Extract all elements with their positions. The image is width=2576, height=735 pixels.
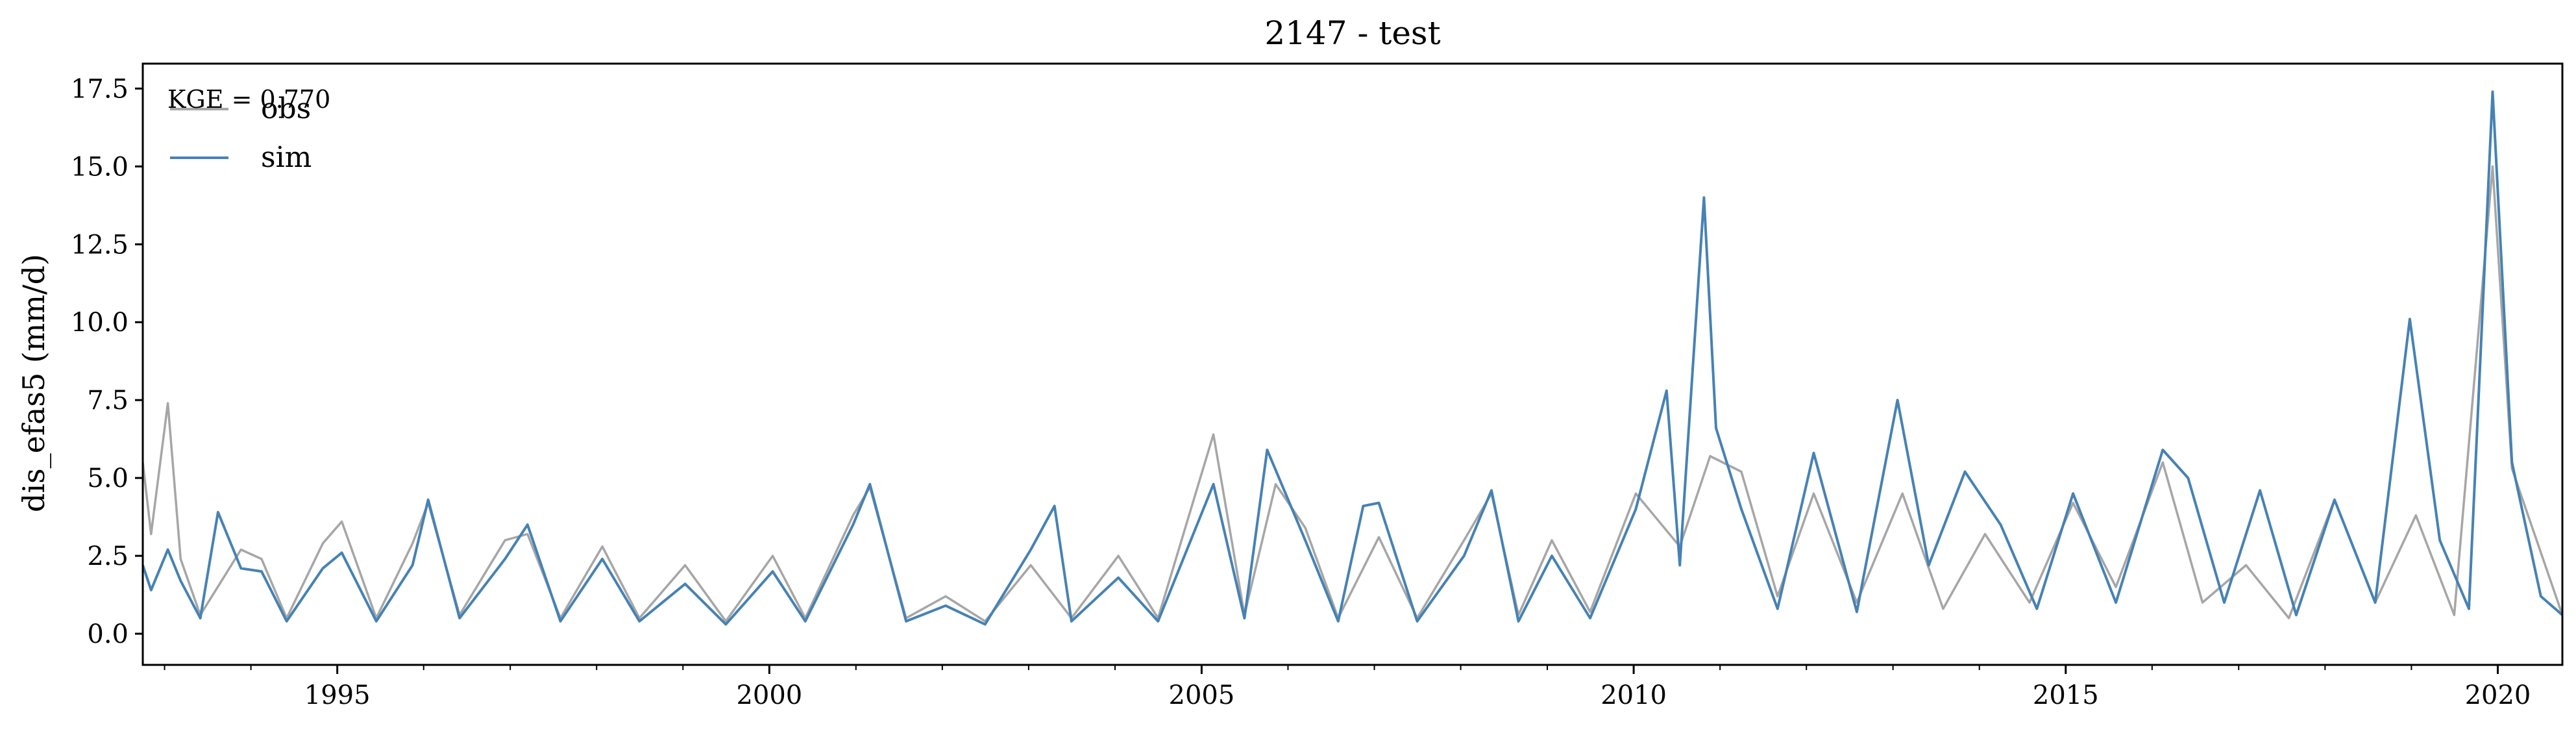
x-tick-label: 2005 (1169, 680, 1235, 710)
x-axis-ticks: 1995 2000 2005 2010 2015 2020 (164, 665, 2531, 710)
x-tick-label: 2015 (2033, 680, 2099, 710)
x-tick-label: 2010 (1601, 680, 1667, 710)
y-tick-label: 2.5 (87, 542, 129, 571)
y-axis-label: dis_efas5 (mm/d) (16, 254, 51, 512)
x-tick-label: 1995 (304, 680, 371, 710)
y-tick-label: 10.0 (71, 308, 129, 338)
plot-frame (141, 62, 2564, 666)
chart-title: 2147 - test (1264, 14, 1440, 52)
y-tick-label: 5.0 (87, 464, 129, 493)
series-line-obs (143, 165, 2562, 623)
y-tick-label: 0.0 (87, 619, 129, 649)
y-tick-label: 17.5 (71, 74, 129, 104)
kge-annotation: KGE = 0.770 (167, 85, 330, 114)
legend-sim-label: sim (261, 141, 312, 174)
y-axis-ticks: 0.0 2.5 5.0 7.5 10.0 12.5 15.0 17.5 (71, 74, 143, 649)
y-tick-label: 7.5 (87, 386, 129, 416)
x-tick-label: 2000 (736, 680, 802, 710)
legend: obs sim (170, 92, 312, 174)
x-tick-label: 2020 (2465, 680, 2531, 710)
legend-obs-label: obs (261, 92, 311, 125)
y-tick-label: 12.5 (71, 230, 129, 260)
series-line-sim (143, 90, 2562, 626)
series-layer (143, 90, 2562, 626)
y-tick-label: 15.0 (71, 152, 129, 182)
